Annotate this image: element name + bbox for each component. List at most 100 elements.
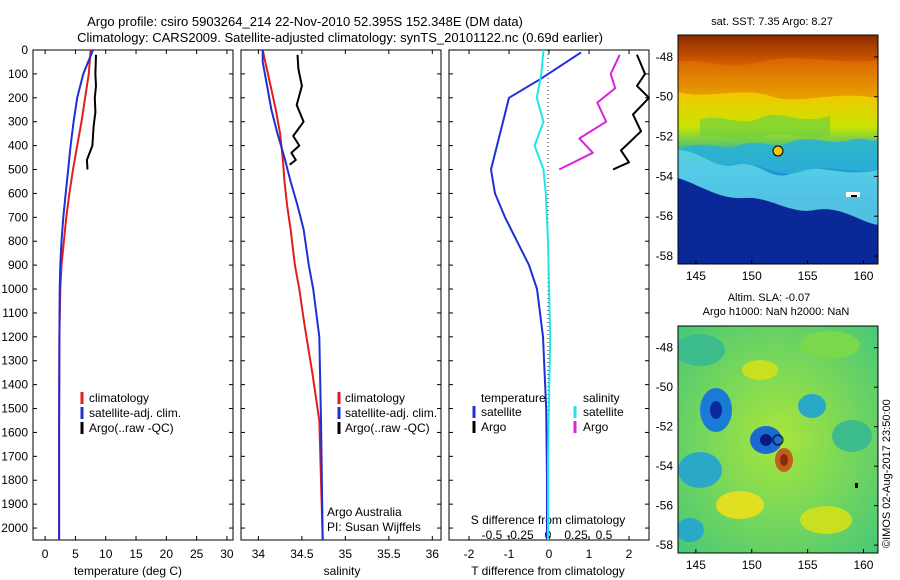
sal-legend-argo: Argo(..raw -QC) [345, 421, 430, 435]
map-x-tick-label: 155 [798, 558, 818, 572]
map-y-tick-label: -56 [656, 209, 674, 223]
depth-tick-label: 1300 [1, 354, 28, 368]
series-line-salinity-satellite [533, 49, 552, 540]
difference-xlabel: T difference from climatology [471, 564, 625, 578]
map-y-tick-label: -48 [656, 50, 674, 64]
salinity-xticks: 34 34.5 35 35.5 36 [252, 50, 440, 561]
sla-map-title-line1: Altim. SLA: -0.07 [728, 292, 811, 304]
sla-map-frame [677, 325, 879, 554]
profile-curves [58, 49, 650, 541]
x-tick-label: 2 [626, 547, 633, 561]
depth-tick-label: 300 [8, 115, 28, 129]
s-diff-tick-label: 0.5 [596, 528, 613, 542]
x-tick-label: 15 [129, 547, 143, 561]
series-line-argo-raw-qc- [289, 54, 305, 166]
series-line-argo-raw-qc- [85, 54, 97, 170]
s-diff-tick-label: 0.25 [564, 528, 588, 542]
diff-legend-temperature-head: temperature [481, 391, 546, 405]
series-line-temperature-satellite [490, 51, 582, 540]
sla-map-xticks: 145 150 155 160 [686, 549, 874, 572]
sal-legend-climatology: climatology [345, 391, 405, 405]
map-y-tick-label: -58 [656, 249, 674, 263]
x-tick-label: 34.5 [290, 547, 314, 561]
map-x-tick-label: 145 [686, 269, 706, 283]
depth-tick-label: 1500 [1, 402, 28, 416]
diff-legend-s-satellite: satellite [583, 405, 624, 419]
depth-tick-label: 1700 [1, 449, 28, 463]
map-y-tick-label: -52 [656, 130, 674, 144]
diff-legend-salinity-head: salinity [583, 391, 620, 405]
diff-legend-t-satellite: satellite [481, 405, 522, 419]
map-x-tick-label: 145 [686, 558, 706, 572]
map-y-tick-label: -48 [656, 341, 674, 355]
map-x-tick-label: 155 [798, 269, 818, 283]
temperature-xticks: 0 5 10 15 20 25 30 [42, 50, 234, 561]
series-line-satellite-adj-clim- [58, 49, 94, 540]
salinity-legend: climatology satellite-adj. clim. Argo(..… [337, 391, 437, 435]
depth-tick-label: 1600 [1, 425, 28, 439]
figure-title-line1: Argo profile: csiro 5903264_214 22-Nov-2… [87, 14, 523, 29]
salinity-credit-line1: Argo Australia [327, 505, 402, 519]
series-line-salinity-argo [558, 54, 621, 171]
x-tick-label: 35.5 [377, 547, 401, 561]
salinity-credit-line2: PI: Susan Wijffels [327, 520, 421, 534]
depth-tick-label: 1400 [1, 378, 28, 392]
series-line-satellite-adj-clim- [261, 50, 324, 541]
x-tick-label: 35 [339, 547, 353, 561]
x-tick-label: 5 [72, 547, 79, 561]
sst-map-yticks: -48 -50 -52 -54 -56 -58 [656, 50, 878, 263]
panel-salinity-frame [240, 49, 442, 541]
x-tick-label: 1 [586, 547, 593, 561]
x-tick-label: 10 [99, 547, 113, 561]
temp-legend-satellite: satellite-adj. clim. [89, 406, 181, 420]
map-y-tick-label: -50 [656, 90, 674, 104]
depth-tick-label: 200 [8, 91, 28, 105]
depth-tick-label: 400 [8, 139, 28, 153]
s-diff-tick-label: -0.5 [482, 528, 503, 542]
diff-legend-s-argo: Argo [583, 420, 609, 434]
temperature-legend: climatology satellite-adj. clim. Argo(..… [80, 391, 181, 435]
s-diff-tick-label: -0.25 [506, 528, 534, 542]
depth-tick-label: 1800 [1, 473, 28, 487]
depth-tick-label: 700 [8, 210, 28, 224]
temp-legend-climatology: climatology [89, 391, 149, 405]
map-y-tick-label: -54 [656, 459, 674, 473]
imos-credit: ©IMOS 02-Aug-2017 23:50:00 [881, 399, 893, 548]
x-tick-label: -2 [464, 547, 475, 561]
map-x-tick-label: 150 [742, 269, 762, 283]
map-x-tick-label: 150 [742, 558, 762, 572]
x-tick-label: -1 [504, 547, 515, 561]
depth-tick-label: 0 [21, 43, 28, 57]
sla-map-yticks: -48 -50 -52 -54 -56 -58 [656, 341, 878, 552]
temp-legend-argo: Argo(..raw -QC) [89, 421, 174, 435]
sst-map-xticks: 145 150 155 160 [686, 260, 874, 283]
depth-tick-label: 600 [8, 186, 28, 200]
map-y-tick-label: -54 [656, 169, 674, 183]
map-x-tick-label: 160 [853, 269, 873, 283]
sla-map-title-line2: Argo h1000: NaN h2000: NaN [703, 306, 850, 318]
salinity-xlabel: salinity [324, 564, 361, 578]
sst-argo-marker [772, 145, 784, 157]
map-y-tick-label: -56 [656, 499, 674, 513]
series-line-climatology [261, 49, 324, 541]
figure-title-line2: Climatology: CARS2009. Satellite-adjuste… [77, 30, 603, 45]
x-tick-label: 36 [426, 547, 440, 561]
sst-map-image [678, 35, 878, 264]
depth-tick-label: 100 [8, 67, 28, 81]
diff-legend-t-argo: Argo [481, 420, 507, 434]
x-tick-label: 30 [220, 547, 234, 561]
map-y-tick-label: -50 [656, 380, 674, 394]
sla-map-image [678, 326, 878, 553]
depth-tick-label: 1000 [1, 282, 28, 296]
depth-tick-label: 1200 [1, 330, 28, 344]
depth-tick-label: 1900 [1, 497, 28, 511]
sst-map-title: sat. SST: 7.35 Argo: 8.27 [711, 16, 833, 28]
depth-tick-label: 800 [8, 234, 28, 248]
difference-legend: temperature salinity satellite Argo sate… [472, 391, 624, 434]
depth-tick-label: 500 [8, 163, 28, 177]
sst-map-frame [677, 34, 879, 265]
map-y-tick-label: -58 [656, 538, 674, 552]
sal-legend-satellite: satellite-adj. clim. [345, 406, 437, 420]
series-line-temperature-argo [612, 54, 650, 171]
